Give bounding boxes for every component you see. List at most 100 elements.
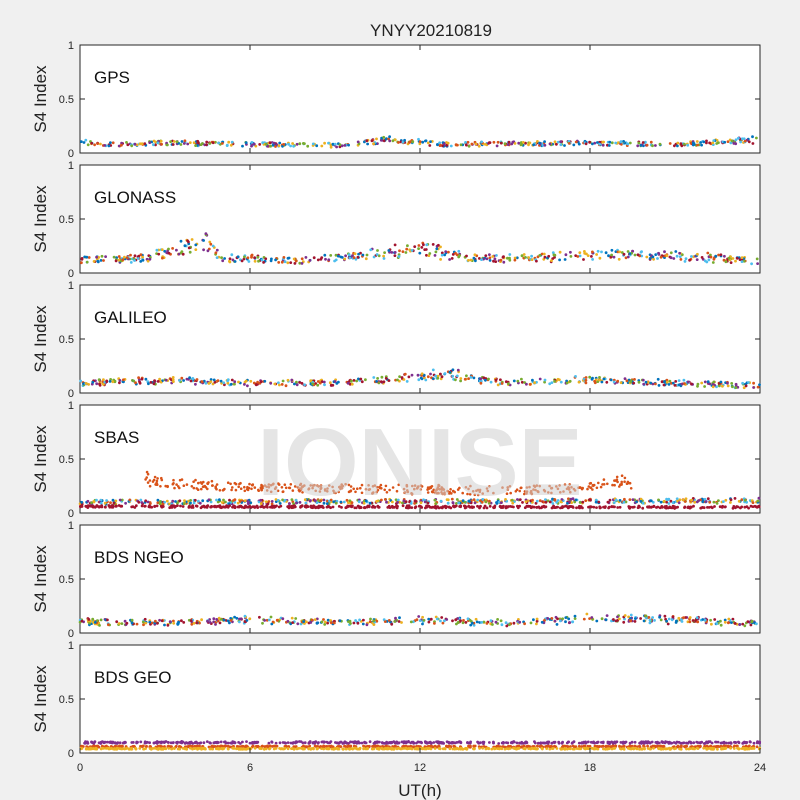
data-point: [382, 380, 386, 384]
data-point: [256, 380, 259, 384]
data-point: [434, 374, 438, 378]
data-point: [713, 505, 716, 508]
data-point: [683, 260, 687, 263]
data-point: [597, 500, 601, 504]
data-point: [352, 379, 356, 382]
data-point: [292, 257, 296, 261]
data-point: [352, 256, 356, 259]
data-point: [723, 620, 727, 624]
data-point: [338, 143, 342, 147]
data-point: [569, 250, 572, 254]
data-point: [429, 742, 433, 745]
data-point: [294, 617, 298, 620]
data-point: [382, 135, 386, 139]
data-point: [427, 617, 431, 621]
data-point: [137, 376, 141, 380]
data-point: [622, 252, 626, 256]
data-point: [657, 384, 661, 387]
data-point: [108, 380, 112, 383]
data-point: [226, 505, 230, 508]
data-point: [415, 618, 419, 622]
data-point: [185, 377, 189, 381]
data-point: [443, 253, 447, 257]
data-point: [303, 142, 306, 146]
data-point: [165, 251, 169, 255]
plot-area: [79, 284, 761, 394]
data-point: [221, 259, 225, 263]
data-point: [616, 506, 620, 509]
data-point: [354, 257, 358, 261]
data-point: [179, 239, 183, 243]
data-point: [103, 501, 107, 505]
data-point: [300, 381, 304, 385]
data-point: [106, 740, 109, 744]
data-point: [327, 258, 331, 262]
data-point: [422, 243, 425, 247]
data-point: [623, 476, 627, 480]
data-point: [245, 619, 249, 622]
data-point: [388, 139, 392, 143]
data-point: [516, 379, 520, 383]
data-point: [155, 740, 159, 743]
data-point: [242, 257, 246, 261]
data-point: [601, 140, 605, 144]
data-point: [488, 259, 492, 262]
data-point: [194, 248, 198, 252]
data-point: [651, 144, 654, 148]
data-point: [675, 254, 679, 258]
data-point: [152, 382, 156, 386]
data-point: [275, 618, 279, 622]
data-point: [695, 140, 699, 143]
data-point: [243, 255, 246, 259]
data-point: [343, 257, 347, 261]
data-point: [484, 254, 488, 257]
data-point: [431, 243, 435, 246]
data-point: [686, 380, 690, 384]
data-point: [563, 144, 566, 147]
y-tick-label: 0: [68, 628, 74, 640]
data-point: [139, 260, 143, 263]
data-point: [382, 139, 386, 143]
data-point: [427, 620, 431, 624]
data-point: [495, 254, 498, 257]
data-point: [230, 253, 234, 257]
data-point: [620, 474, 624, 478]
data-point: [257, 259, 260, 263]
data-point: [491, 741, 495, 745]
data-point: [335, 145, 338, 149]
data-point: [237, 485, 240, 489]
data-point: [601, 143, 605, 147]
y-tick-label: 0.5: [59, 574, 74, 586]
data-point: [340, 256, 344, 259]
data-point: [211, 484, 214, 487]
data-point: [183, 499, 186, 502]
data-point: [726, 381, 729, 385]
data-point: [311, 741, 315, 745]
y-axis-label: S4 Index: [31, 545, 50, 613]
data-point: [294, 259, 298, 263]
data-point: [259, 380, 263, 384]
data-point: [586, 254, 590, 257]
data-point: [139, 498, 143, 502]
data-point: [387, 619, 391, 622]
data-point: [178, 741, 182, 744]
data-point: [343, 744, 346, 748]
data-point: [141, 255, 145, 259]
data-point: [111, 380, 115, 384]
data-point: [596, 747, 600, 751]
data-point: [329, 621, 333, 625]
data-point: [278, 741, 282, 745]
data-point: [208, 240, 212, 244]
data-point: [424, 378, 428, 382]
data-point: [501, 741, 505, 744]
data-point: [668, 142, 672, 145]
data-point: [636, 144, 640, 148]
data-point: [240, 259, 244, 263]
data-point: [619, 140, 623, 144]
data-point: [660, 380, 664, 384]
data-point: [192, 621, 196, 625]
data-point: [172, 621, 176, 625]
data-point: [418, 251, 422, 255]
data-point: [750, 262, 753, 266]
data-point: [726, 140, 730, 144]
